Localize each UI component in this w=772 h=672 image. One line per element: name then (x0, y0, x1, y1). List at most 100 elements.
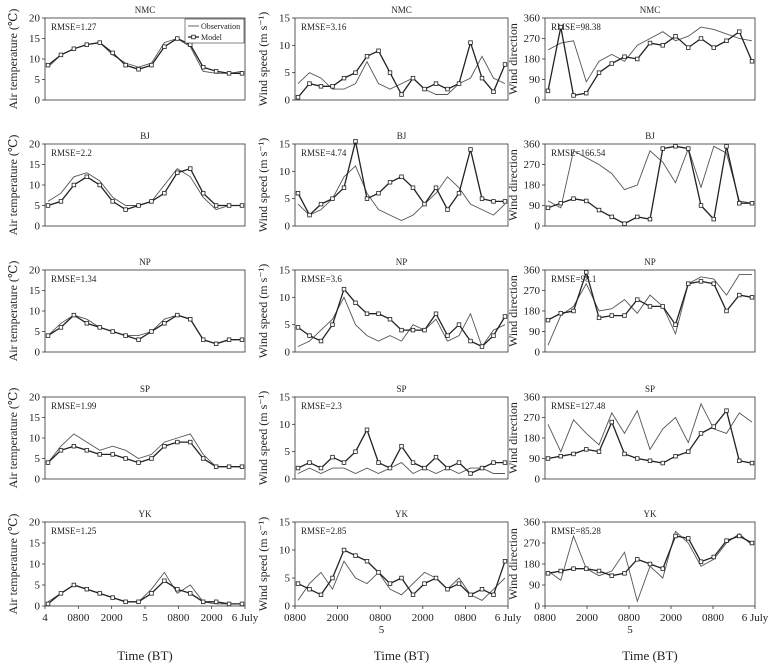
model-point (596, 207, 602, 213)
legend-model-label: Model (201, 33, 223, 42)
y-tick-label: 270 (524, 538, 541, 550)
legend: Observation Model (184, 18, 245, 44)
model-point (571, 196, 576, 201)
model-point (376, 460, 381, 465)
model-point (149, 329, 154, 334)
y-tick-label: 90 (529, 580, 541, 592)
y-tick-label: 15 (29, 33, 41, 45)
panel-title: YK (395, 509, 408, 519)
legend-model-marker (191, 34, 196, 40)
model-point (686, 45, 691, 50)
y-tick-label: 10 (29, 306, 41, 318)
y-tick-label: 180 (524, 306, 541, 318)
model-point (175, 439, 180, 445)
model-point (318, 465, 324, 471)
model-point (445, 207, 450, 212)
model-point (686, 536, 691, 541)
rmse-label: RMSE=2.2 (51, 148, 92, 158)
model-point (162, 578, 167, 583)
y-tick-label: 180 (524, 54, 541, 66)
observation-line (297, 560, 506, 601)
model-point (175, 587, 180, 592)
model-point (609, 313, 614, 318)
model-point (239, 203, 245, 208)
y-axis-label: Air temperature (℃) (6, 514, 20, 615)
rmse-label: RMSE=98.38 (551, 22, 601, 32)
model-point (58, 591, 64, 596)
model-point (353, 553, 358, 558)
x-tick-label: 5 (142, 612, 148, 624)
model-point (162, 190, 167, 196)
model-point (295, 581, 301, 586)
model-point (353, 300, 358, 305)
model-point (673, 454, 678, 459)
y-tick-label: 10 (279, 40, 291, 52)
model-point (307, 460, 312, 465)
model-point (200, 337, 206, 342)
observation-line (47, 314, 242, 345)
panel-title: YK (644, 509, 657, 519)
model-point (558, 311, 563, 316)
x-tick-label: 2000 (327, 612, 350, 624)
model-point (468, 592, 473, 597)
model-point (364, 196, 370, 201)
rmse-label: RMSE=2.3 (301, 401, 342, 411)
model-point (635, 456, 640, 461)
y-tick-label: 5 (35, 580, 41, 592)
model-point (226, 601, 232, 607)
model-point (433, 185, 439, 190)
model-point (239, 601, 245, 607)
model-point (200, 190, 206, 196)
model-point (422, 581, 427, 586)
plot-frame (294, 269, 509, 353)
y-tick-label: 15 (279, 13, 291, 25)
model-point (502, 199, 508, 204)
panel-title: BJ (645, 131, 655, 141)
y-tick-label: 10 (279, 166, 291, 178)
model-point (433, 81, 439, 86)
model-point (456, 190, 462, 196)
x-tick-label: 2000 (412, 612, 435, 624)
model-point (149, 199, 154, 204)
model-point (307, 333, 312, 338)
y-tick-label: 10 (279, 545, 291, 557)
model-point (698, 279, 704, 284)
x-axis-label: Time (BT) (117, 648, 173, 663)
panel-yk-14: YK RMSE=85.28 0 90 180 270 360 Wind direction (506, 509, 756, 613)
model-point (545, 317, 551, 323)
model-point (213, 464, 219, 469)
y-axis-label: Air temperature (℃) (6, 9, 20, 110)
model-point (136, 337, 141, 342)
model-point (584, 270, 589, 275)
model-point (422, 201, 427, 207)
model-point (341, 185, 347, 190)
plot-frame (294, 396, 509, 480)
model-point (318, 201, 324, 207)
y-tick-label: 20 (29, 517, 41, 529)
model-point (558, 568, 563, 574)
y-tick-label: 0 (35, 221, 41, 233)
model-point (445, 587, 450, 592)
plot-frame (294, 521, 509, 607)
model-point (376, 190, 381, 196)
model-point (545, 88, 551, 94)
model-point (123, 599, 128, 604)
model-point (596, 315, 602, 321)
model-point (749, 540, 755, 546)
model-point (749, 59, 755, 64)
model-point (307, 587, 312, 592)
model-point (213, 341, 219, 346)
model-point (110, 595, 115, 600)
y-tick-label: 0 (35, 347, 41, 359)
observation-line (547, 402, 753, 453)
y-tick-label: 360 (524, 139, 541, 151)
panel-yk-13: YK RMSE=2.85 0 5 10 15 Wind speed (m s⁻¹) (256, 509, 509, 613)
y-axis-label: Wind direction (506, 528, 520, 600)
model-point (456, 581, 462, 586)
rmse-label: RMSE=1.25 (51, 526, 97, 536)
model-point (399, 443, 404, 449)
model-point (200, 456, 206, 461)
model-point (491, 199, 496, 204)
y-tick-label: 5 (285, 319, 291, 331)
model-point (584, 447, 589, 452)
